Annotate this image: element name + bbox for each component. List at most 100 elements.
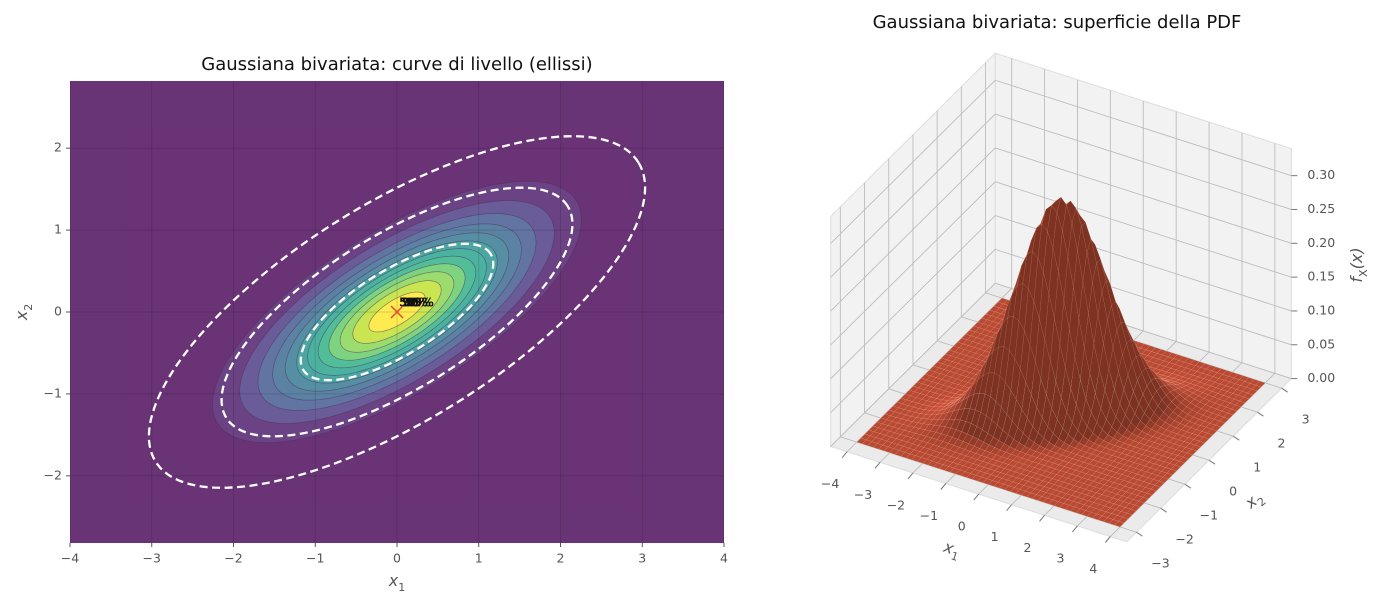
x-tick-label: −4 <box>61 551 79 566</box>
tick-mark <box>973 493 980 501</box>
grid-line <box>830 215 996 380</box>
x-tick-label: −1 <box>920 508 938 523</box>
x-tick-label: −3 <box>854 487 872 502</box>
axis-label-main: x <box>12 310 31 321</box>
tick-mark <box>1006 504 1013 512</box>
surface-facet <box>1243 392 1254 400</box>
z-tick-label: 0.25 <box>1307 201 1335 216</box>
y-tick-label: 0 <box>1229 484 1237 499</box>
y-tick-label: −1 <box>44 385 62 400</box>
confidence-label: 90% <box>402 296 431 310</box>
x-tick-label: 1 <box>991 529 999 544</box>
surface-facet <box>1146 488 1157 496</box>
grid-line <box>995 113 1292 210</box>
confidence-ellipse <box>299 242 495 382</box>
grid-line <box>995 147 1292 244</box>
surface-facet <box>1122 512 1133 520</box>
x-tick-label: −4 <box>821 476 839 491</box>
surface-facet <box>1231 404 1242 412</box>
axis-label: x1 <box>388 571 405 594</box>
tick-mark <box>1208 459 1216 465</box>
axis-label-tail: (x) <box>1347 247 1366 269</box>
grid-line <box>995 79 1292 177</box>
y-tick-label: 3 <box>1302 412 1310 427</box>
surface-facet <box>1206 428 1218 436</box>
chart-title: Gaussiana bivariata: curve di livello (e… <box>201 54 592 75</box>
tick-mark <box>1232 435 1240 441</box>
grid-line <box>830 181 996 346</box>
x-tick-label: −2 <box>887 497 905 512</box>
x-tick-label: 4 <box>720 551 728 566</box>
tick-mark <box>1104 536 1111 543</box>
axis-label: x2 <box>12 304 35 321</box>
axis-label-sub: 1 <box>398 581 405 594</box>
y-tick-label: −3 <box>1151 556 1169 571</box>
chart-title: Gaussiana bivariata: superficie della PD… <box>873 12 1242 33</box>
confidence-ellipse <box>220 186 574 438</box>
grid-line <box>830 79 996 244</box>
axis-label-main: x <box>388 571 399 590</box>
x-tick-label: −2 <box>224 551 242 566</box>
confidence-label: 50% <box>399 296 428 310</box>
x-tick-label: 1 <box>475 551 483 566</box>
confidence-label: 99% <box>405 296 434 310</box>
grid-line <box>830 113 996 278</box>
grid-line <box>995 181 1292 278</box>
surface-facet <box>1215 420 1226 428</box>
z-tick-label: 0.05 <box>1307 336 1335 351</box>
z-tick-label: 0.20 <box>1307 235 1335 250</box>
x-tick-label: 2 <box>557 551 565 566</box>
surface-facet <box>1166 468 1177 476</box>
axis-label-sub: 2 <box>22 304 35 311</box>
tick-mark <box>1281 387 1288 393</box>
z-tick-label: 0.30 <box>1307 167 1335 182</box>
surface-facet <box>1219 416 1230 424</box>
y-tick-label: 1 <box>1253 460 1261 475</box>
tick-mark <box>841 451 848 459</box>
tick-mark <box>1072 525 1078 533</box>
axis-label-main: f <box>1347 275 1366 283</box>
surface-facet <box>1170 464 1181 472</box>
x-tick-label: 2 <box>1024 540 1032 555</box>
x-tick-label: 4 <box>1089 561 1097 576</box>
y-tick-label: 0 <box>54 304 62 319</box>
surface-facet <box>1194 440 1206 448</box>
tick-mark <box>874 461 881 469</box>
x-tick-label: 0 <box>393 551 401 566</box>
pdf-surface <box>856 196 1266 528</box>
mean-marker <box>390 305 404 319</box>
x-tick-label: 3 <box>1056 550 1064 565</box>
x-tick-label: −1 <box>306 551 324 566</box>
surface-facet <box>1126 508 1137 516</box>
surface-facet <box>1118 516 1129 524</box>
grid-line <box>830 147 996 312</box>
y-tick-label: 2 <box>54 140 62 155</box>
x-tick-label: −3 <box>143 551 161 566</box>
tick-mark <box>1257 411 1264 417</box>
tick-mark <box>1039 514 1045 522</box>
tick-mark <box>1184 483 1192 489</box>
axis-label-sub: 1 <box>949 549 960 564</box>
tick-mark <box>1160 507 1167 513</box>
x-tick-label: 0 <box>958 519 966 534</box>
z-tick-label: 0.10 <box>1307 302 1335 317</box>
tick-mark <box>940 483 947 490</box>
tick-mark <box>1136 531 1143 537</box>
confidence-ellipse <box>147 135 647 489</box>
y-tick-label: 2 <box>1277 436 1285 451</box>
axis-label: fX(x) <box>1347 247 1370 282</box>
surface-facet <box>1158 476 1169 484</box>
z-tick-label: 0.15 <box>1307 269 1335 284</box>
y-tick-label: −2 <box>1175 532 1193 547</box>
surface-facet <box>1182 452 1193 460</box>
grid-line <box>830 249 996 413</box>
axis-label-sub: X <box>1357 269 1370 277</box>
surface-facet <box>1210 424 1222 432</box>
tick-mark <box>907 472 914 480</box>
y-tick-label: −1 <box>1200 508 1218 523</box>
z-tick-label: 0.00 <box>1307 370 1335 385</box>
y-tick-label: −2 <box>44 467 62 482</box>
grid-line <box>830 282 996 447</box>
surface-facet <box>1134 500 1145 508</box>
